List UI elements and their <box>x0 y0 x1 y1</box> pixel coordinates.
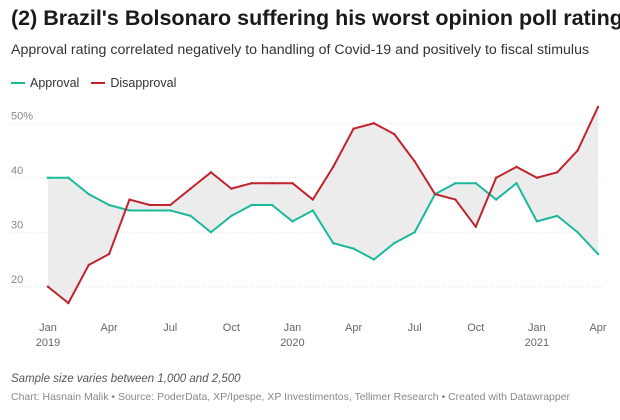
x-tick-label: Apr <box>589 322 606 334</box>
data-point-disapproval <box>270 182 274 185</box>
chart-legend: Approval Disapproval <box>11 75 188 91</box>
x-tick-year-label: 2019 <box>36 337 60 349</box>
legend-label-disapproval: Disapproval <box>110 76 177 90</box>
data-point-approval <box>535 220 539 223</box>
legend-swatch-approval <box>11 82 25 84</box>
y-tick-label: 20 <box>11 274 23 286</box>
data-point-approval <box>596 252 600 256</box>
x-tick-label: Jul <box>163 322 177 334</box>
data-point-disapproval <box>189 187 192 190</box>
y-tick-label: 30 <box>11 219 23 231</box>
data-point-disapproval <box>331 165 335 169</box>
legend-item-disapproval: Disapproval <box>91 76 176 90</box>
data-point-disapproval <box>128 198 131 201</box>
data-point-disapproval <box>67 301 70 305</box>
data-point-disapproval <box>494 176 498 179</box>
data-point-disapproval <box>169 203 172 207</box>
data-point-approval <box>87 192 90 196</box>
x-tick-label: Oct <box>467 322 484 334</box>
data-point-approval <box>576 231 579 234</box>
data-point-approval <box>291 220 294 223</box>
series-gap-area <box>48 106 598 304</box>
data-point-disapproval <box>372 122 376 125</box>
data-point-disapproval <box>393 132 396 136</box>
legend-item-approval: Approval <box>11 76 79 90</box>
data-point-approval <box>413 231 416 234</box>
data-point-approval <box>209 231 213 234</box>
data-point-disapproval <box>556 171 559 174</box>
data-point-disapproval <box>230 187 233 190</box>
data-point-approval <box>148 209 152 212</box>
y-tick-label: 40 <box>11 165 23 177</box>
data-point-disapproval <box>209 171 213 174</box>
data-point-disapproval <box>291 182 294 185</box>
data-point-approval <box>372 258 376 261</box>
chart-title: (2) Brazil's Bolsonaro suffering his wor… <box>11 6 620 30</box>
data-point-disapproval <box>474 225 477 228</box>
x-tick-label: Jan <box>284 322 302 334</box>
series-lines <box>47 105 599 305</box>
data-point-approval <box>311 209 315 212</box>
data-point-approval <box>189 214 192 218</box>
chart-byline: Chart: Hasnain Malik • Source: PoderData… <box>11 391 571 403</box>
data-point-approval <box>250 203 253 207</box>
x-tick-label: Apr <box>345 322 362 334</box>
y-axis-tick-labels: 20 30 40 50% <box>11 110 33 286</box>
x-tick-year-label: 2020 <box>280 337 304 349</box>
data-point-approval <box>515 182 518 185</box>
x-tick-label: Oct <box>223 322 240 334</box>
y-tick-label: 50% <box>11 110 33 122</box>
data-point-approval <box>46 176 50 179</box>
data-point-approval <box>230 214 233 218</box>
data-point-approval <box>393 241 396 245</box>
data-point-disapproval <box>87 263 90 267</box>
data-point-approval <box>474 182 477 185</box>
data-point-disapproval <box>46 285 50 288</box>
data-point-disapproval <box>433 192 437 196</box>
data-point-approval <box>331 241 335 245</box>
data-point-approval <box>270 203 274 207</box>
chart-notes: Sample size varies between 1,000 and 2,5… <box>11 373 241 385</box>
chart-subtitle: Approval rating correlated negatively to… <box>11 42 590 58</box>
data-point-approval <box>494 198 498 201</box>
data-point-disapproval <box>596 105 600 109</box>
x-tick-label: Jan <box>39 322 57 334</box>
data-points <box>46 105 600 305</box>
series-line-approval <box>47 176 599 261</box>
x-tick-year-label: 2021 <box>525 337 549 349</box>
data-point-disapproval <box>576 149 579 152</box>
legend-swatch-disapproval <box>91 82 106 84</box>
data-point-disapproval <box>352 127 355 130</box>
data-point-approval <box>67 176 70 179</box>
data-point-disapproval <box>454 198 457 201</box>
data-point-approval <box>454 182 457 185</box>
data-point-disapproval <box>250 182 253 185</box>
data-point-approval <box>128 209 131 212</box>
series-line-disapproval <box>47 105 599 305</box>
gap-fill-area <box>48 106 598 304</box>
data-point-disapproval <box>535 176 539 179</box>
data-point-disapproval <box>413 160 416 163</box>
x-tick-label: Jan <box>528 322 546 334</box>
x-axis-tick-labels: Jan 2019 Apr Jul Oct Jan 2020 Apr Jul Oct Jan 2021 A… <box>36 322 607 349</box>
data-point-approval <box>107 203 111 207</box>
data-point-disapproval <box>148 203 152 207</box>
data-point-approval <box>352 247 355 250</box>
data-point-disapproval <box>515 165 518 169</box>
data-point-approval <box>556 214 559 218</box>
x-tick-label: Apr <box>101 322 118 334</box>
data-point-disapproval <box>107 252 111 256</box>
x-tick-label: Jul <box>408 322 422 334</box>
data-point-approval <box>169 209 172 212</box>
legend-label-approval: Approval <box>30 76 80 90</box>
line-chart: 20 30 40 50% Jan 2019 Apr Jul Oct Jan 2020 Apr Jul O… <box>10 105 607 349</box>
data-point-disapproval <box>311 198 315 201</box>
